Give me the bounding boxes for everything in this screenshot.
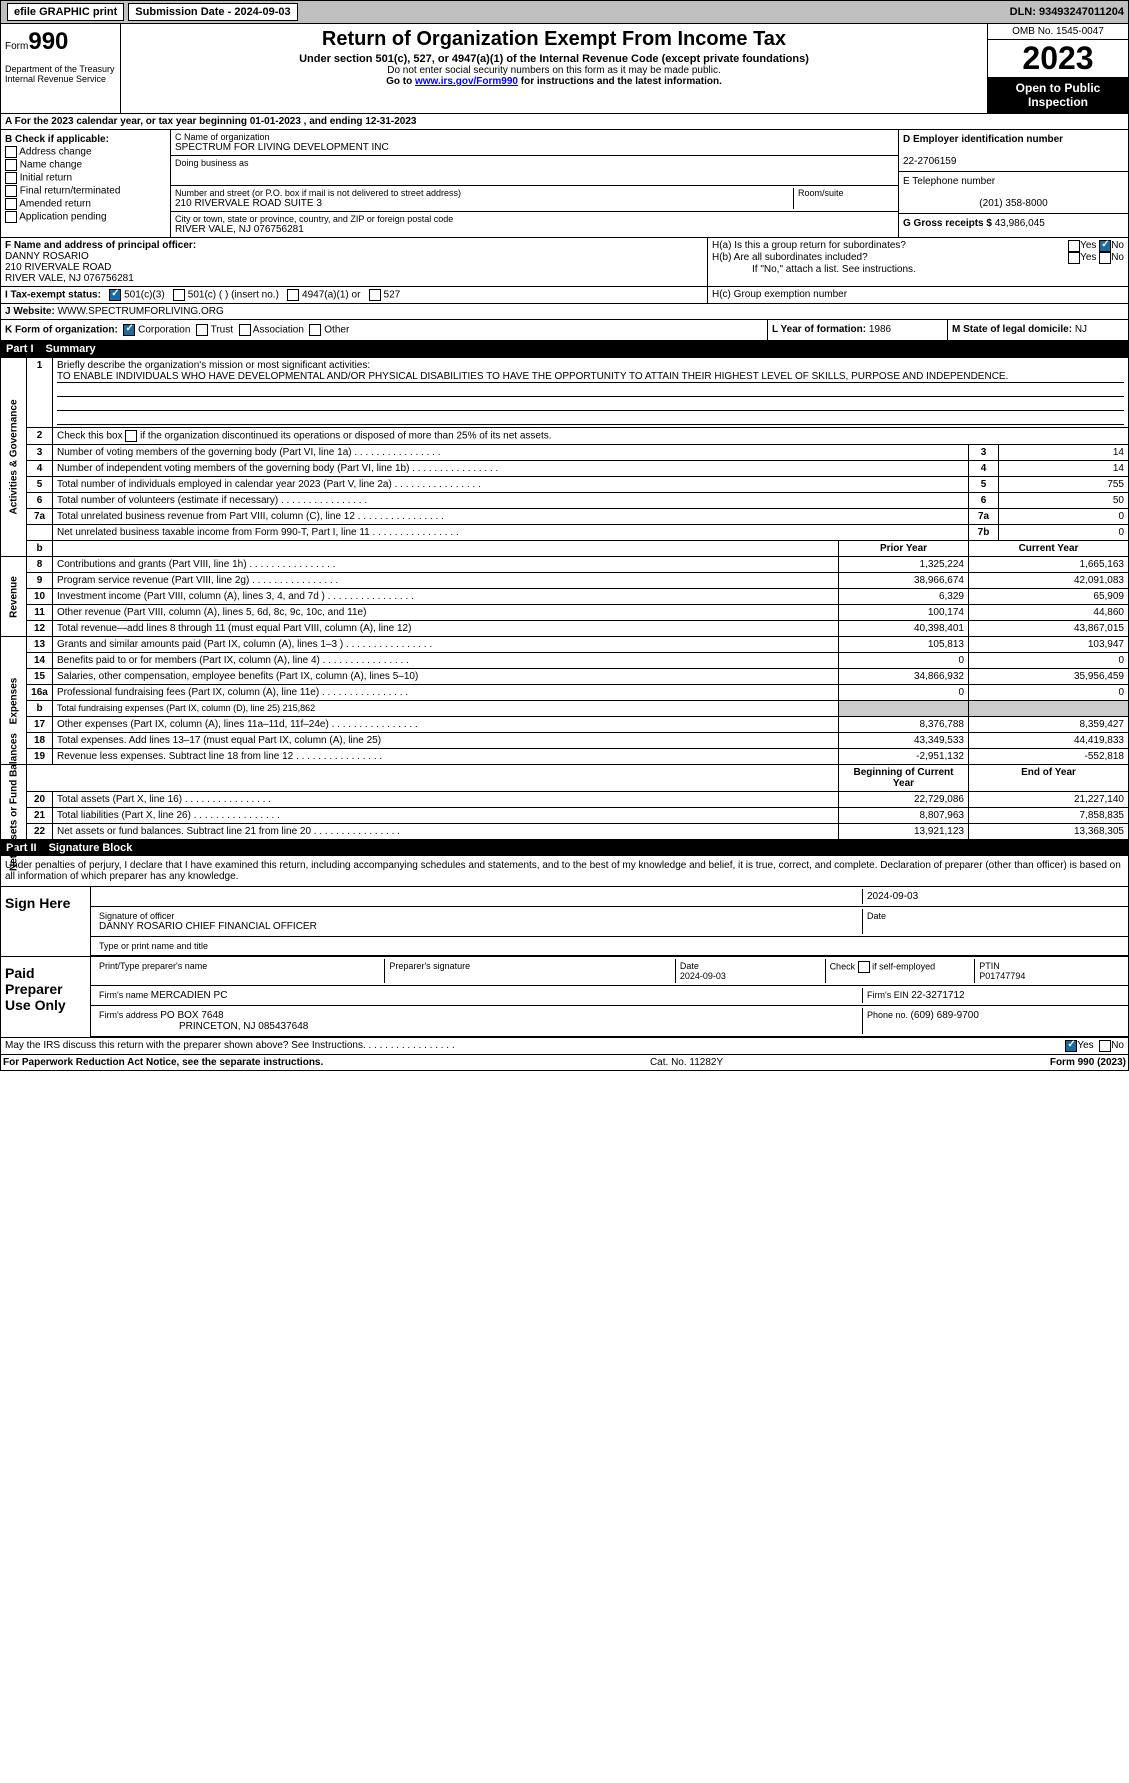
chk-amended[interactable]: Amended return: [5, 198, 166, 210]
open-to-public: Open to Public Inspection: [988, 77, 1128, 113]
form-year-block: OMB No. 1545-0047 2023 Open to Public In…: [988, 24, 1128, 113]
chk-501c[interactable]: [173, 289, 185, 301]
declaration: Under penalties of perjury, I declare th…: [1, 856, 1128, 886]
form-title: Return of Organization Exempt From Incom…: [125, 28, 983, 51]
chk-trust[interactable]: [196, 324, 208, 336]
section-j: J Website: WWW.SPECTRUMFORLIVING.ORG: [1, 304, 1128, 319]
form-footer: Form 990 (2023): [1050, 1057, 1126, 1068]
gross-receipts: 43,986,045: [995, 218, 1045, 229]
chk-assoc[interactable]: [239, 324, 251, 336]
omb-number: OMB No. 1545-0047: [988, 24, 1128, 40]
room-suite: Room/suite: [794, 188, 894, 209]
vert-activities: Activities & Governance: [1, 358, 27, 557]
col-b-checkboxes: B Check if applicable: Address change Na…: [1, 130, 171, 237]
state-domicile: NJ: [1075, 324, 1087, 335]
website-link[interactable]: WWW.SPECTRUMFORLIVING.ORG: [58, 306, 224, 317]
topbar: efile GRAPHIC print Submission Date - 20…: [0, 0, 1129, 24]
form-subtitle: Under section 501(c), 527, or 4947(a)(1)…: [125, 53, 983, 65]
efile-graphic[interactable]: efile GRAPHIC print: [7, 3, 124, 21]
chk-self-employed[interactable]: [858, 961, 870, 973]
chk-other[interactable]: [309, 324, 321, 336]
section-hb: H(b) Are all subordinates included? Yes …: [712, 252, 1124, 264]
firm-name: MERCADIEN PC: [151, 990, 228, 1001]
dln: DLN: 93493247011204: [1010, 6, 1124, 18]
street-address: 210 RIVERVALE ROAD SUITE 3: [175, 198, 793, 209]
section-hc: H(c) Group exemption number: [708, 287, 1128, 303]
chk-corp[interactable]: [123, 324, 135, 336]
period-line: A For the 2023 calendar year, or tax yea…: [0, 114, 1129, 130]
dept-treasury: Department of the Treasury Internal Reve…: [5, 64, 116, 84]
klm-line: K Form of organization: Corporation Trus…: [0, 320, 1129, 341]
hb-no[interactable]: [1099, 252, 1111, 264]
year-formation: 1986: [869, 324, 891, 335]
ssn-note: Do not enter social security numbers on …: [125, 65, 983, 76]
ha-no[interactable]: [1099, 240, 1111, 252]
discuss-no[interactable]: [1099, 1040, 1111, 1052]
form-title-block: Return of Organization Exempt From Incom…: [121, 24, 988, 113]
chk-4947[interactable]: [287, 289, 299, 301]
firm-phone: (609) 689-9700: [911, 1010, 979, 1021]
sign-here-label: Sign Here: [1, 887, 91, 956]
org-name: SPECTRUM FOR LIVING DEVELOPMENT INC: [175, 142, 894, 153]
discuss-yes[interactable]: [1065, 1040, 1077, 1052]
chk-initial-return[interactable]: Initial return: [5, 172, 166, 184]
col-c-org-info: C Name of organization SPECTRUM FOR LIVI…: [171, 130, 898, 237]
chk-discontinued[interactable]: [125, 430, 137, 442]
sig-date: 2024-09-03: [863, 889, 1124, 904]
may-irs-discuss: May the IRS discuss this return with the…: [5, 1040, 1065, 1052]
firm-addr: PO BOX 7648: [160, 1010, 223, 1021]
section-f: F Name and address of principal officer:…: [1, 238, 708, 286]
section-i: I Tax-exempt status: 501(c)(3) 501(c) ( …: [1, 287, 708, 303]
vert-revenue: Revenue: [1, 557, 27, 637]
vert-netassets: Net Assets or Fund Balances: [1, 765, 27, 840]
officer-name: DANNY ROSARIO: [5, 251, 89, 262]
summary-table: Activities & Governance 1 Briefly descri…: [0, 357, 1129, 840]
ptin: P01747794: [979, 971, 1025, 981]
chk-final-return[interactable]: Final return/terminated: [5, 185, 166, 197]
chk-name-change[interactable]: Name change: [5, 159, 166, 171]
section-abcdeg: B Check if applicable: Address change Na…: [0, 130, 1129, 238]
firm-ein: 22-3271712: [911, 990, 964, 1001]
cat-no: Cat. No. 11282Y: [323, 1057, 1050, 1068]
chk-501c3[interactable]: [109, 289, 121, 301]
chk-527[interactable]: [369, 289, 381, 301]
paid-preparer-label: Paid Preparer Use Only: [1, 957, 91, 1037]
info-grid: F Name and address of principal officer:…: [0, 238, 1129, 320]
part1-header: Part I Summary: [0, 341, 1129, 357]
signature-block: Under penalties of perjury, I declare th…: [0, 856, 1129, 1055]
irs-link[interactable]: www.irs.gov/Form990: [415, 76, 518, 87]
ha-yes[interactable]: [1068, 240, 1080, 252]
form-header: Form990 Department of the Treasury Inter…: [0, 24, 1129, 114]
hb-yes[interactable]: [1068, 252, 1080, 264]
tax-year: 2023: [988, 40, 1128, 77]
instructions-link: Go to www.irs.gov/Form990 for instructio…: [125, 76, 983, 87]
phone: (201) 358-8000: [903, 198, 1124, 209]
col-d-e-g: D Employer identification number 22-2706…: [898, 130, 1128, 237]
ein: 22-2706159: [903, 156, 956, 167]
footer: For Paperwork Reduction Act Notice, see …: [0, 1055, 1129, 1071]
paperwork-notice: For Paperwork Reduction Act Notice, see …: [3, 1057, 323, 1068]
city-state-zip: RIVER VALE, NJ 076756281: [175, 224, 894, 235]
mission-text: TO ENABLE INDIVIDUALS WHO HAVE DEVELOPME…: [57, 371, 1124, 383]
section-ha: H(a) Is this a group return for subordin…: [712, 240, 1124, 252]
submission-date: Submission Date - 2024-09-03: [128, 3, 297, 21]
hb-note: If "No," attach a list. See instructions…: [712, 264, 1124, 275]
chk-pending[interactable]: Application pending: [5, 211, 166, 223]
chk-address-change[interactable]: Address change: [5, 146, 166, 158]
form-id: Form990 Department of the Treasury Inter…: [1, 24, 121, 113]
part2-header: Part II Signature Block: [0, 840, 1129, 856]
officer-sig-name: DANNY ROSARIO CHIEF FINANCIAL OFFICER: [99, 921, 317, 932]
